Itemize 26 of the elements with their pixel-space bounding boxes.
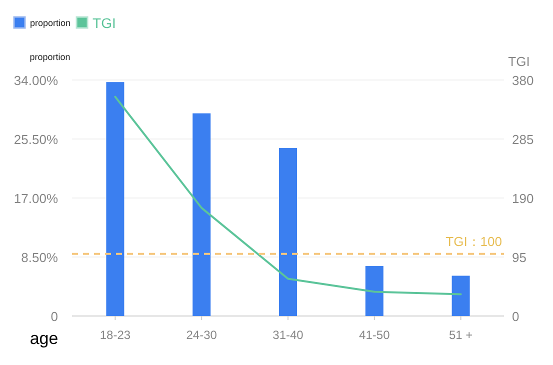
x-tick-label: 18-23 (100, 328, 131, 342)
y-tick-label: 25.50% (14, 132, 58, 147)
bar (106, 82, 124, 316)
y2-tick-label: 95 (512, 250, 526, 265)
y-tick-label: 34.00% (14, 73, 58, 88)
y-tick-label: 17.00% (14, 191, 58, 206)
y-tick-label: 8.50% (21, 250, 58, 265)
x-tick-label: 24-30 (186, 328, 218, 342)
y2-axis-title: TGI (508, 54, 530, 69)
y2-tick-label: 380 (512, 73, 534, 88)
legend-label: TGI (92, 15, 116, 31)
x-axis-title: age (30, 329, 58, 348)
x-tick-label: 41-50 (359, 328, 390, 342)
y2-tick-label: 285 (512, 132, 534, 147)
bar (279, 148, 297, 316)
bar (365, 266, 384, 316)
bar (192, 113, 211, 316)
bar (452, 276, 470, 316)
y2-tick-label: 190 (512, 191, 534, 206)
ref-line-label: TGI：100 (446, 234, 502, 249)
y-tick-label: 0 (50, 309, 58, 324)
y-axis-title: proportion (30, 52, 70, 62)
x-tick-label: 31-40 (272, 328, 304, 342)
x-tick-label: 51 + (448, 328, 473, 342)
legend-label: proportion (30, 18, 71, 28)
y2-tick-label: 0 (512, 309, 520, 324)
